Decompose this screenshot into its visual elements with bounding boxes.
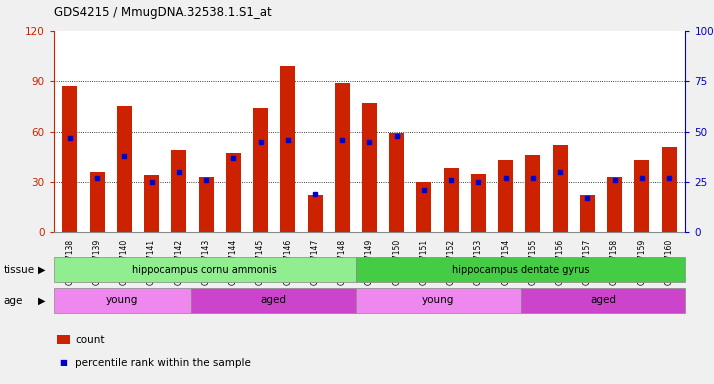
Bar (362, 103, 377, 232)
Bar (335, 83, 350, 232)
Bar (356, 288, 521, 313)
Bar (471, 174, 486, 232)
Text: count: count (75, 335, 104, 345)
Bar (389, 133, 404, 232)
Bar (144, 175, 159, 232)
Text: tissue: tissue (4, 265, 35, 275)
Text: ▶: ▶ (38, 296, 45, 306)
Bar (416, 182, 431, 232)
Bar (526, 155, 540, 232)
Bar (498, 160, 513, 232)
Text: percentile rank within the sample: percentile rank within the sample (75, 358, 251, 368)
Bar (62, 86, 77, 232)
Bar (253, 108, 268, 232)
Bar (607, 177, 622, 232)
Bar (356, 257, 685, 282)
Bar (662, 147, 677, 232)
Text: young: young (422, 295, 454, 306)
Bar (191, 288, 356, 313)
Bar (580, 195, 595, 232)
Text: young: young (106, 295, 139, 306)
Text: hippocampus dentate gyrus: hippocampus dentate gyrus (452, 265, 589, 275)
Text: aged: aged (590, 295, 616, 306)
Text: ■: ■ (59, 358, 68, 367)
Bar (553, 145, 568, 232)
Bar (226, 153, 241, 232)
Text: aged: aged (261, 295, 286, 306)
Bar (90, 172, 105, 232)
Text: hippocampus cornu ammonis: hippocampus cornu ammonis (132, 265, 277, 275)
Bar (443, 169, 458, 232)
Text: ▶: ▶ (38, 265, 45, 275)
Bar (117, 106, 132, 232)
Bar (521, 288, 685, 313)
Bar (198, 177, 213, 232)
Bar (634, 160, 649, 232)
Bar (308, 195, 323, 232)
Bar (54, 257, 356, 282)
Bar (54, 288, 191, 313)
Text: GDS4215 / MmugDNA.32538.1.S1_at: GDS4215 / MmugDNA.32538.1.S1_at (54, 6, 271, 19)
Text: age: age (4, 296, 23, 306)
Bar (171, 150, 186, 232)
Bar (281, 66, 296, 232)
